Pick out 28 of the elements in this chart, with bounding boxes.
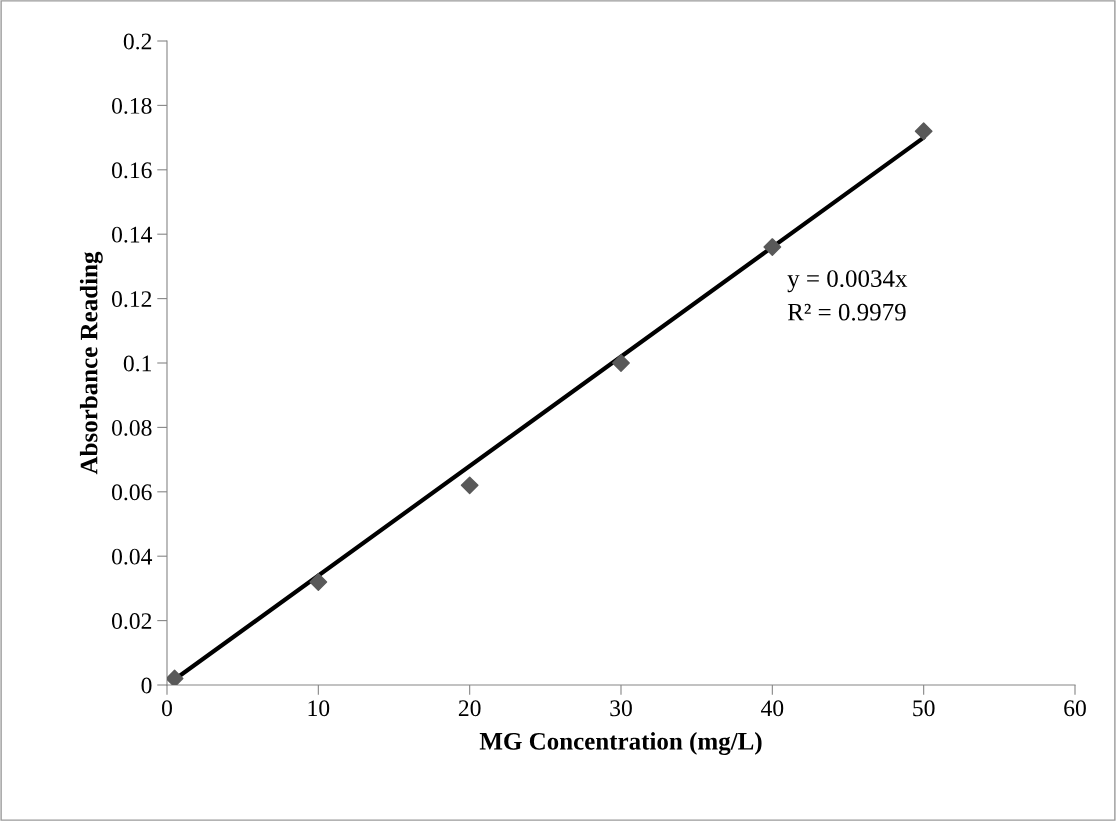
point	[167, 669, 184, 685]
y-tick-label: 0.06	[112, 484, 152, 501]
y-tick-label: 0	[141, 677, 152, 694]
y-tick-label: 0.12	[112, 291, 152, 308]
x-tick-label: 50	[913, 700, 935, 717]
x-tick-label: 60	[1064, 700, 1086, 717]
y-tick-label: 0.18	[112, 97, 152, 114]
point	[460, 476, 479, 495]
y-tick-label: 0.08	[112, 419, 152, 436]
x-tick-label: 10	[308, 700, 330, 717]
x-tick-label: 20	[458, 700, 481, 717]
point	[612, 354, 630, 372]
x-axis-title: MG Concentration (mg/L)	[479, 732, 762, 755]
annotation: y = 0.0034x	[787, 270, 908, 293]
y-tick-label: 0.16	[112, 162, 152, 179]
x-tick-label: 30	[610, 700, 632, 717]
point	[309, 573, 328, 591]
x-tick-label: 0	[162, 700, 172, 717]
y-tick-label: 0.14	[112, 226, 153, 243]
y-axis-title: Absorbance Reading	[79, 251, 103, 475]
y-tick-label: 0.04	[112, 548, 153, 565]
y-tick-label: 0.1	[123, 355, 151, 372]
point	[914, 122, 933, 141]
x-tick-label: 40	[760, 700, 784, 717]
annotation: R² = 0.9979	[787, 303, 906, 321]
y-tick-label: 0.2	[123, 33, 152, 50]
y-tick-label: 0.02	[112, 613, 152, 630]
point	[763, 238, 782, 256]
